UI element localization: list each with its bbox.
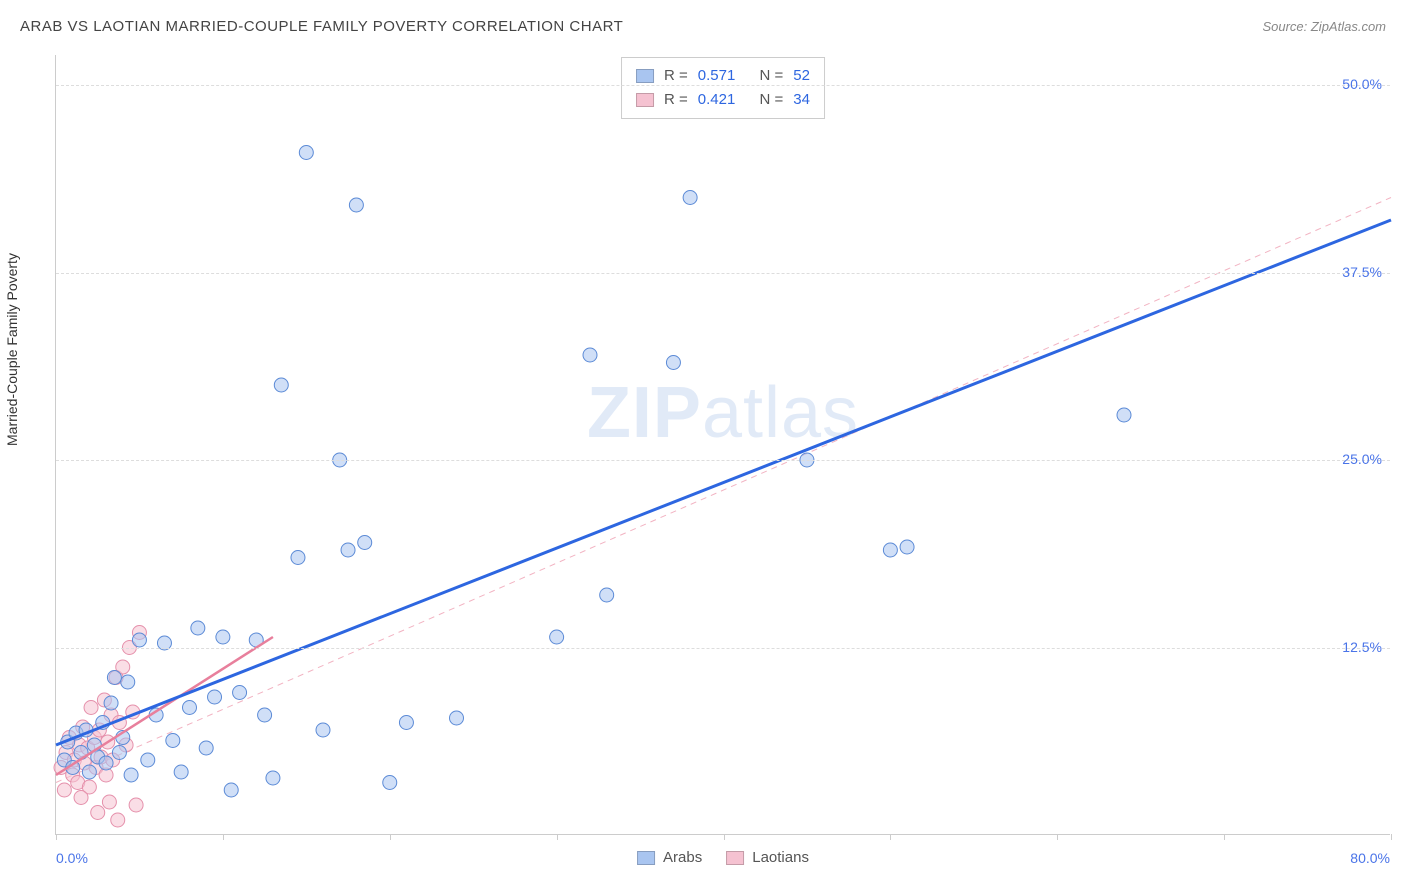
chart-title: ARAB VS LAOTIAN MARRIED-COUPLE FAMILY PO…	[20, 18, 623, 35]
point-arab	[258, 708, 272, 722]
x-tick	[557, 834, 558, 840]
x-tick	[724, 834, 725, 840]
point-arab	[683, 191, 697, 205]
r-label: R =	[664, 88, 688, 112]
point-arab	[208, 690, 222, 704]
gridline-h	[56, 273, 1390, 274]
legend-label-arabs: Arabs	[663, 849, 702, 866]
legend-correlation: R = 0.571 N = 52 R = 0.421 N = 34	[621, 57, 825, 119]
point-laotian	[129, 798, 143, 812]
point-arab	[358, 536, 372, 550]
legend-item-laotians: Laotians	[726, 849, 809, 866]
n-label: N =	[760, 88, 784, 112]
y-tick-label: 50.0%	[1342, 76, 1382, 92]
gridline-h	[56, 648, 1390, 649]
point-arab	[233, 686, 247, 700]
x-tick	[390, 834, 391, 840]
point-arab	[274, 378, 288, 392]
point-arab	[383, 776, 397, 790]
point-arab	[583, 348, 597, 362]
y-tick-label: 25.0%	[1342, 451, 1382, 467]
point-arab	[900, 540, 914, 554]
point-arab	[99, 756, 113, 770]
point-arab	[174, 765, 188, 779]
x-tick	[1391, 834, 1392, 840]
chart-source: Source: ZipAtlas.com	[1262, 19, 1386, 34]
point-arab	[341, 543, 355, 557]
x-tick	[890, 834, 891, 840]
point-arab	[883, 543, 897, 557]
legend-series: Arabs Laotians	[637, 849, 809, 866]
point-arab	[266, 771, 280, 785]
swatch-arabs-bottom	[637, 851, 655, 865]
x-tick	[1057, 834, 1058, 840]
point-arab	[121, 675, 135, 689]
point-arab	[82, 765, 96, 779]
point-arab	[600, 588, 614, 602]
gridline-h	[56, 85, 1390, 86]
trend-arab-solid	[56, 220, 1391, 745]
legend-label-laotians: Laotians	[752, 849, 809, 866]
point-arab	[112, 746, 126, 760]
n-value-laotians: 34	[793, 88, 810, 112]
point-laotian	[91, 806, 105, 820]
point-laotian	[84, 701, 98, 715]
point-arab	[107, 671, 121, 685]
point-arab	[224, 783, 238, 797]
point-arab	[183, 701, 197, 715]
point-arab	[550, 630, 564, 644]
swatch-laotians	[636, 93, 654, 107]
x-tick	[223, 834, 224, 840]
point-arab	[216, 630, 230, 644]
point-arab	[166, 734, 180, 748]
point-laotian	[102, 795, 116, 809]
point-arab	[299, 146, 313, 160]
r-value-laotians: 0.421	[698, 88, 736, 112]
point-arab	[399, 716, 413, 730]
point-laotian	[74, 791, 88, 805]
point-arab	[191, 621, 205, 635]
point-arab	[316, 723, 330, 737]
point-arab	[349, 198, 363, 212]
gridline-h	[56, 460, 1390, 461]
point-laotian	[57, 783, 71, 797]
point-arab	[291, 551, 305, 565]
point-arab	[1117, 408, 1131, 422]
chart-header: ARAB VS LAOTIAN MARRIED-COUPLE FAMILY PO…	[20, 18, 1386, 35]
x-max-label: 80.0%	[1350, 850, 1390, 866]
point-arab	[666, 356, 680, 370]
point-arab	[124, 768, 138, 782]
swatch-arabs	[636, 69, 654, 83]
x-min-label: 0.0%	[56, 850, 88, 866]
y-tick-label: 37.5%	[1342, 264, 1382, 280]
plot-svg	[56, 55, 1390, 834]
trend-dashed	[56, 198, 1391, 783]
swatch-laotians-bottom	[726, 851, 744, 865]
point-laotian	[111, 813, 125, 827]
y-axis-label: Married-Couple Family Poverty	[4, 253, 20, 446]
legend-item-arabs: Arabs	[637, 849, 702, 866]
point-arab	[450, 711, 464, 725]
x-tick	[56, 834, 57, 840]
point-arab	[199, 741, 213, 755]
point-arab	[132, 633, 146, 647]
plot-area: ZIPatlas R = 0.571 N = 52 R = 0.421 N = …	[55, 55, 1390, 835]
x-tick	[1224, 834, 1225, 840]
point-arab	[141, 753, 155, 767]
y-tick-label: 12.5%	[1342, 639, 1382, 655]
legend-row-laotians: R = 0.421 N = 34	[636, 88, 810, 112]
point-arab	[104, 696, 118, 710]
